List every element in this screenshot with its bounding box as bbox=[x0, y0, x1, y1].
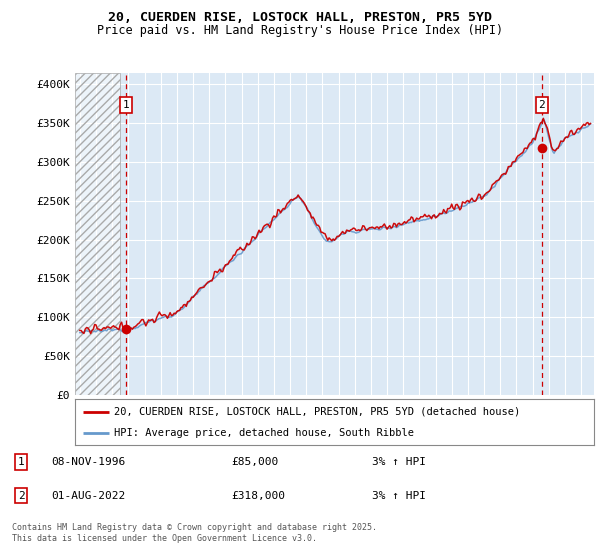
Bar bbox=[75, 73, 120, 395]
Text: Contains HM Land Registry data © Crown copyright and database right 2025.
This d: Contains HM Land Registry data © Crown c… bbox=[12, 524, 377, 543]
Text: 01-AUG-2022: 01-AUG-2022 bbox=[51, 491, 125, 501]
Text: £318,000: £318,000 bbox=[231, 491, 285, 501]
Text: 3% ↑ HPI: 3% ↑ HPI bbox=[372, 457, 426, 467]
Text: 08-NOV-1996: 08-NOV-1996 bbox=[51, 457, 125, 467]
Text: 3% ↑ HPI: 3% ↑ HPI bbox=[372, 491, 426, 501]
Text: 2: 2 bbox=[539, 100, 545, 110]
Text: Price paid vs. HM Land Registry's House Price Index (HPI): Price paid vs. HM Land Registry's House … bbox=[97, 24, 503, 36]
Text: HPI: Average price, detached house, South Ribble: HPI: Average price, detached house, Sout… bbox=[114, 428, 414, 438]
Text: 1: 1 bbox=[122, 100, 130, 110]
Text: 20, CUERDEN RISE, LOSTOCK HALL, PRESTON, PR5 5YD: 20, CUERDEN RISE, LOSTOCK HALL, PRESTON,… bbox=[108, 11, 492, 24]
Text: 1: 1 bbox=[17, 457, 25, 467]
Bar bbox=[75, 73, 120, 395]
Text: 20, CUERDEN RISE, LOSTOCK HALL, PRESTON, PR5 5YD (detached house): 20, CUERDEN RISE, LOSTOCK HALL, PRESTON,… bbox=[114, 407, 520, 417]
Text: 2: 2 bbox=[17, 491, 25, 501]
Text: £85,000: £85,000 bbox=[231, 457, 278, 467]
